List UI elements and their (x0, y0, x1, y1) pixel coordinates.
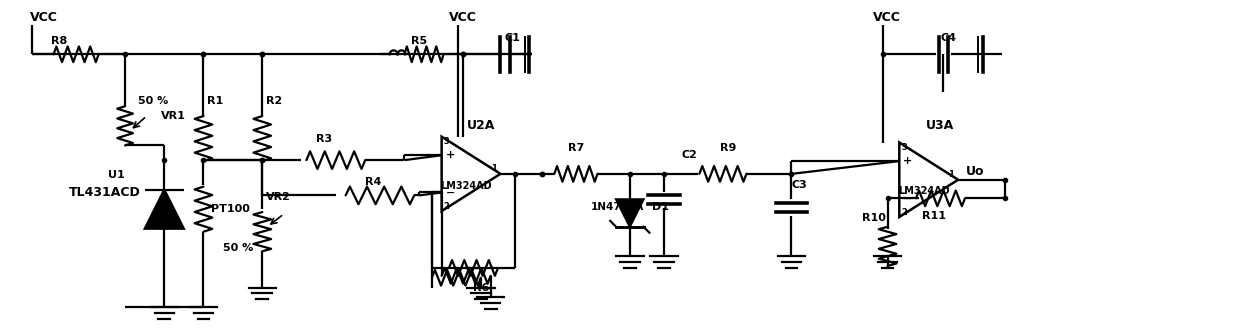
Text: LM324AD: LM324AD (440, 181, 492, 191)
Text: 50 %: 50 % (138, 96, 169, 106)
Text: R4: R4 (366, 177, 382, 187)
Text: C2: C2 (682, 150, 698, 160)
Text: LM324AD: LM324AD (898, 186, 950, 196)
Text: C3: C3 (791, 180, 807, 190)
Text: R2: R2 (267, 96, 283, 106)
Text: 1N4730A: 1N4730A (590, 202, 644, 212)
Polygon shape (145, 189, 184, 229)
Text: VCC: VCC (873, 11, 900, 24)
Text: R9: R9 (719, 143, 737, 153)
Text: VR1: VR1 (161, 111, 186, 121)
Text: 3: 3 (444, 137, 449, 146)
Text: C1: C1 (505, 33, 520, 43)
Text: 50 %: 50 % (223, 243, 253, 254)
Text: R5: R5 (410, 36, 427, 45)
Text: D1: D1 (652, 202, 670, 212)
Text: R1: R1 (207, 96, 223, 106)
Text: 3: 3 (901, 143, 906, 152)
Text: VR2: VR2 (267, 192, 291, 202)
Text: U1: U1 (108, 170, 125, 180)
Text: R7: R7 (568, 143, 584, 153)
Text: PT100: PT100 (211, 204, 250, 214)
Text: 1: 1 (949, 170, 954, 179)
Text: R10: R10 (862, 213, 885, 223)
Text: −: − (445, 187, 455, 197)
Text: R11: R11 (921, 211, 946, 221)
Text: +: + (445, 150, 455, 160)
Text: R3: R3 (316, 134, 332, 144)
Text: VCC: VCC (449, 11, 476, 24)
Text: 1: 1 (491, 164, 496, 173)
Text: C4: C4 (940, 33, 956, 43)
Text: VCC: VCC (30, 11, 58, 24)
Text: 2: 2 (901, 207, 908, 216)
Text: Uo: Uo (966, 165, 985, 178)
Text: TL431ACD: TL431ACD (69, 186, 141, 199)
Polygon shape (616, 199, 644, 227)
Text: R6: R6 (472, 283, 489, 293)
Text: U3A: U3A (926, 119, 955, 132)
Text: −: − (903, 193, 913, 203)
Text: 2: 2 (444, 202, 449, 211)
Text: +: + (903, 156, 913, 166)
Text: R8: R8 (51, 36, 67, 45)
Text: U2A: U2A (466, 119, 495, 132)
